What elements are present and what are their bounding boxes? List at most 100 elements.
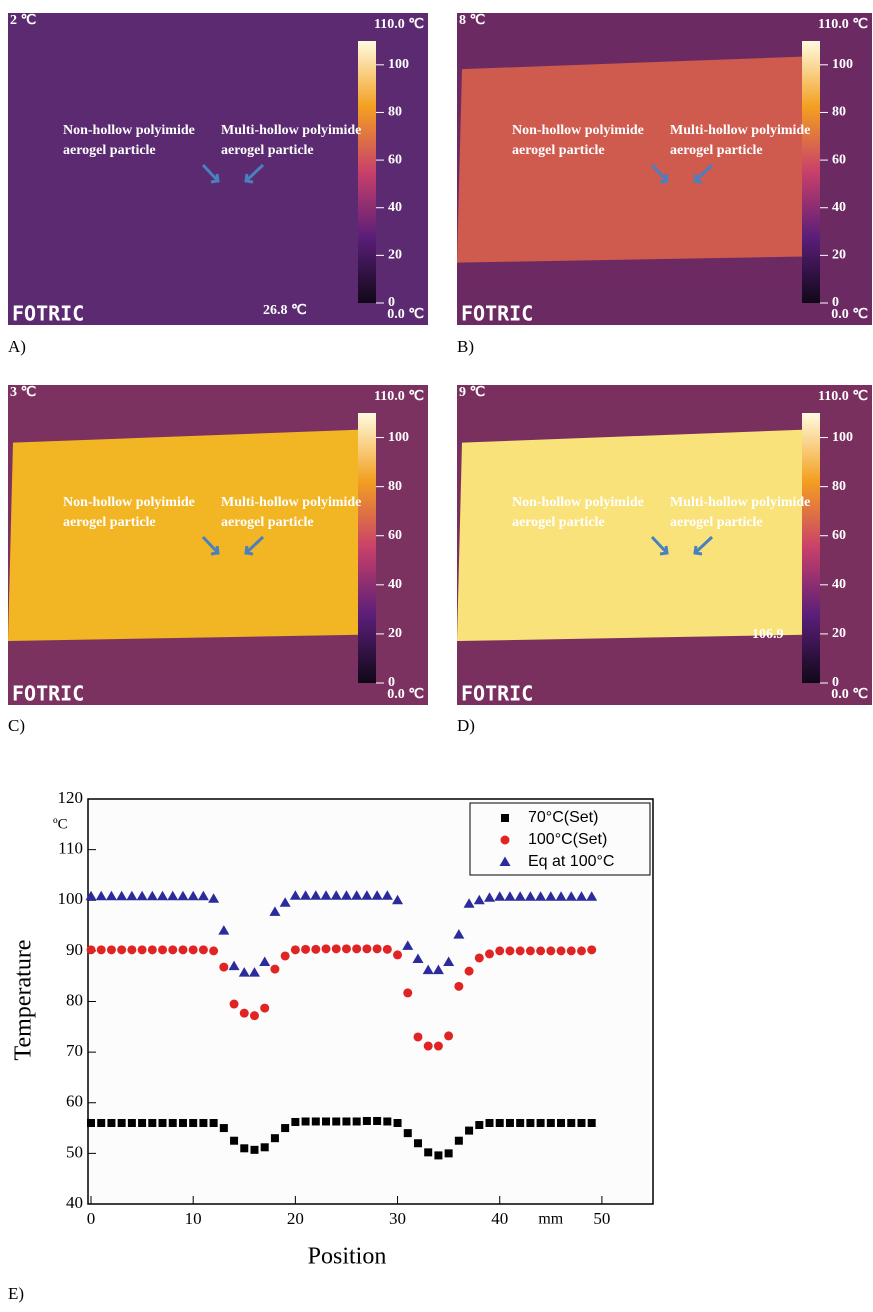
annotation: aerogel particle — [63, 143, 156, 158]
data-point — [516, 1119, 525, 1127]
x-tick-label: 10 — [185, 1209, 202, 1228]
data-point — [320, 890, 332, 900]
data-point — [147, 945, 157, 955]
data-point — [260, 1003, 270, 1013]
y-tick-label: 120 — [58, 788, 84, 807]
data-point — [403, 1129, 412, 1138]
min-temp: 0.0 ℃ — [831, 307, 868, 322]
data-point — [270, 1134, 279, 1143]
data-point — [546, 946, 556, 956]
brand: FOTRIC — [12, 682, 84, 706]
colorbar-tick-label: 40 — [832, 577, 846, 592]
arrow — [201, 535, 220, 556]
data-point — [465, 1126, 474, 1135]
colorbar-tick-label: 60 — [388, 528, 402, 543]
data-point — [250, 1145, 259, 1154]
top-left-reading: 9 ℃ — [459, 385, 486, 400]
data-point — [504, 891, 516, 901]
data-point — [197, 890, 209, 901]
thermal-image: 100 80 60 40 20 0 110.0 ℃ 0.0 ℃ 9 ℃ FOTRIC 106.9 No… — [457, 385, 872, 706]
data-point — [198, 945, 208, 955]
colorbar-tick-label: 100 — [832, 430, 853, 445]
max-temp: 110.0 ℃ — [818, 389, 868, 404]
data-point — [301, 944, 311, 954]
y-tick-label: 60 — [66, 1092, 83, 1111]
data-point — [515, 946, 525, 956]
data-point — [495, 946, 505, 956]
data-point — [424, 1148, 433, 1157]
data-point — [105, 890, 117, 901]
data-point — [393, 1119, 402, 1127]
data-point — [148, 1119, 157, 1127]
data-point — [228, 960, 240, 971]
colorbar-tick-label: 80 — [388, 105, 402, 120]
panel-label: B) — [457, 337, 474, 356]
data-point — [168, 1119, 177, 1127]
arrow — [693, 163, 714, 184]
data-point — [96, 945, 106, 955]
data-point — [463, 898, 475, 908]
data-point — [248, 967, 260, 977]
y-tick-label: 110 — [58, 839, 83, 858]
data-point — [484, 892, 496, 902]
data-point — [352, 1117, 361, 1126]
data-point — [453, 929, 465, 939]
reading: 106.9 — [752, 627, 784, 642]
colorbar-tick-label: 0 — [832, 295, 839, 310]
colorbar-tick-label: 80 — [388, 479, 402, 494]
data-point — [566, 946, 576, 956]
arrow — [650, 163, 669, 184]
data-point — [422, 964, 434, 975]
data-point — [138, 1119, 147, 1127]
data-point — [209, 1119, 218, 1127]
data-point — [229, 999, 239, 1009]
data-point — [473, 894, 485, 905]
data-point — [86, 945, 96, 955]
data-point — [189, 1119, 198, 1127]
data-point — [311, 944, 321, 954]
colorbar-tick-label: 80 — [832, 105, 846, 120]
top-left-reading: 3 ℃ — [10, 385, 37, 400]
colorbar-tick-label: 0 — [388, 295, 395, 310]
annotation: Multi-hollow polyimide — [221, 495, 361, 510]
data-point — [240, 1144, 249, 1153]
data-point — [219, 962, 229, 972]
thermal-image: 100 80 60 40 20 0 110.0 ℃ 0.0 ℃ 2 ℃ FOTRIC 26.8 ℃ N… — [8, 13, 428, 326]
x-tick-label: 40 — [491, 1209, 508, 1228]
data-point — [291, 1117, 300, 1126]
y-tick-label: 40 — [66, 1193, 83, 1212]
data-point — [157, 890, 169, 901]
data-point — [494, 891, 506, 901]
colorbar-tick-label: 100 — [388, 57, 409, 72]
x-tick-label: 50 — [593, 1209, 610, 1228]
data-point — [260, 1143, 269, 1152]
x-axis-label: Position — [308, 1244, 387, 1270]
data-point — [341, 944, 351, 954]
colorbar-tick-label: 20 — [388, 626, 402, 641]
data-point — [412, 953, 424, 963]
data-point — [371, 890, 383, 900]
legend-box — [469, 802, 651, 876]
data-point — [536, 946, 546, 956]
colorbar-tick-label: 0 — [832, 675, 839, 690]
data-point — [311, 1117, 320, 1126]
panel-label: E) — [8, 1284, 24, 1303]
colorbar-tick-label: 40 — [388, 577, 402, 592]
data-point — [116, 890, 128, 901]
thermal-image: 100 80 60 40 20 0 110.0 ℃ 0.0 ℃ 3 ℃ FOTRIC Non-hol… — [8, 385, 428, 706]
data-point — [146, 890, 158, 901]
data-point — [322, 1117, 331, 1126]
annotation: aerogel particle — [63, 515, 156, 530]
data-point — [178, 945, 188, 955]
data-point — [495, 1119, 504, 1127]
data-point — [167, 890, 179, 901]
data-point — [188, 945, 198, 955]
data-point — [269, 906, 281, 916]
data-point — [576, 946, 586, 956]
heated-plate — [8, 429, 368, 641]
arrow — [693, 535, 714, 556]
data-point — [434, 1151, 443, 1160]
data-point — [259, 956, 271, 967]
plot-frame — [87, 798, 654, 1205]
data-point — [556, 946, 566, 956]
